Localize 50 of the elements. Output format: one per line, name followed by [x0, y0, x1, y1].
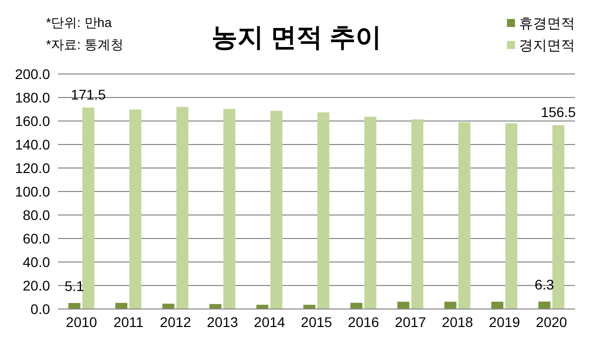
- x-tick-label: 2013: [206, 314, 238, 330]
- bar: [209, 304, 222, 309]
- x-tick-label: 2015: [300, 314, 332, 330]
- x-tick-label: 2016: [348, 314, 380, 330]
- y-tick-label: 40.0: [22, 254, 50, 270]
- y-tick-label: 180.0: [14, 89, 50, 106]
- x-tick-label: 2018: [442, 314, 474, 330]
- bar: [317, 112, 330, 309]
- legend-label: 경지면적: [518, 36, 575, 55]
- data-label: 5.1: [64, 278, 84, 294]
- data-label: 6.3: [534, 276, 554, 293]
- chart-title: 농지 면적 추이: [211, 22, 382, 52]
- x-tick-label: 2017: [394, 314, 426, 330]
- x-tick-label: 2010: [66, 314, 98, 330]
- x-tick-label: 2020: [536, 314, 568, 330]
- bar: [444, 302, 456, 309]
- bar: [162, 304, 174, 309]
- bar: [129, 109, 142, 309]
- x-tick-label: 2012: [160, 314, 192, 330]
- bar: [491, 302, 504, 309]
- y-tick-label: 0.0: [30, 300, 50, 317]
- bar: [505, 123, 518, 309]
- y-tick-label: 140.0: [14, 136, 50, 152]
- text: *자료: 통계청: [46, 36, 124, 54]
- y-tick-label: 60.0: [22, 230, 50, 246]
- bar: [223, 108, 236, 309]
- bar: [68, 303, 80, 309]
- data-label: 171.5: [70, 86, 106, 102]
- bar: [176, 106, 188, 309]
- bar: [411, 119, 424, 309]
- y-tick-label: 200.0: [14, 66, 50, 82]
- x-tick-label: 2014: [254, 314, 286, 330]
- y-tick-label: 80.0: [22, 206, 50, 223]
- legend-label: 휴경면적: [518, 14, 575, 33]
- bar: [538, 302, 550, 309]
- y-tick-label: 160.0: [14, 112, 50, 129]
- bar: [458, 122, 470, 309]
- bar: [115, 302, 128, 309]
- y-tick-label: 20.0: [22, 277, 50, 294]
- x-tick-label: 2019: [488, 314, 520, 330]
- bar: [397, 302, 410, 309]
- bar: [270, 110, 282, 309]
- bar: [364, 116, 376, 309]
- y-tick-label: 120.0: [14, 160, 50, 176]
- bar: [82, 107, 94, 309]
- x-tick-label: 2011: [113, 314, 144, 330]
- bar: [552, 125, 564, 309]
- data-label: 156.5: [540, 104, 576, 120]
- y-tick-label: 100.0: [14, 183, 50, 200]
- text: *단위: 만ha: [46, 14, 113, 32]
